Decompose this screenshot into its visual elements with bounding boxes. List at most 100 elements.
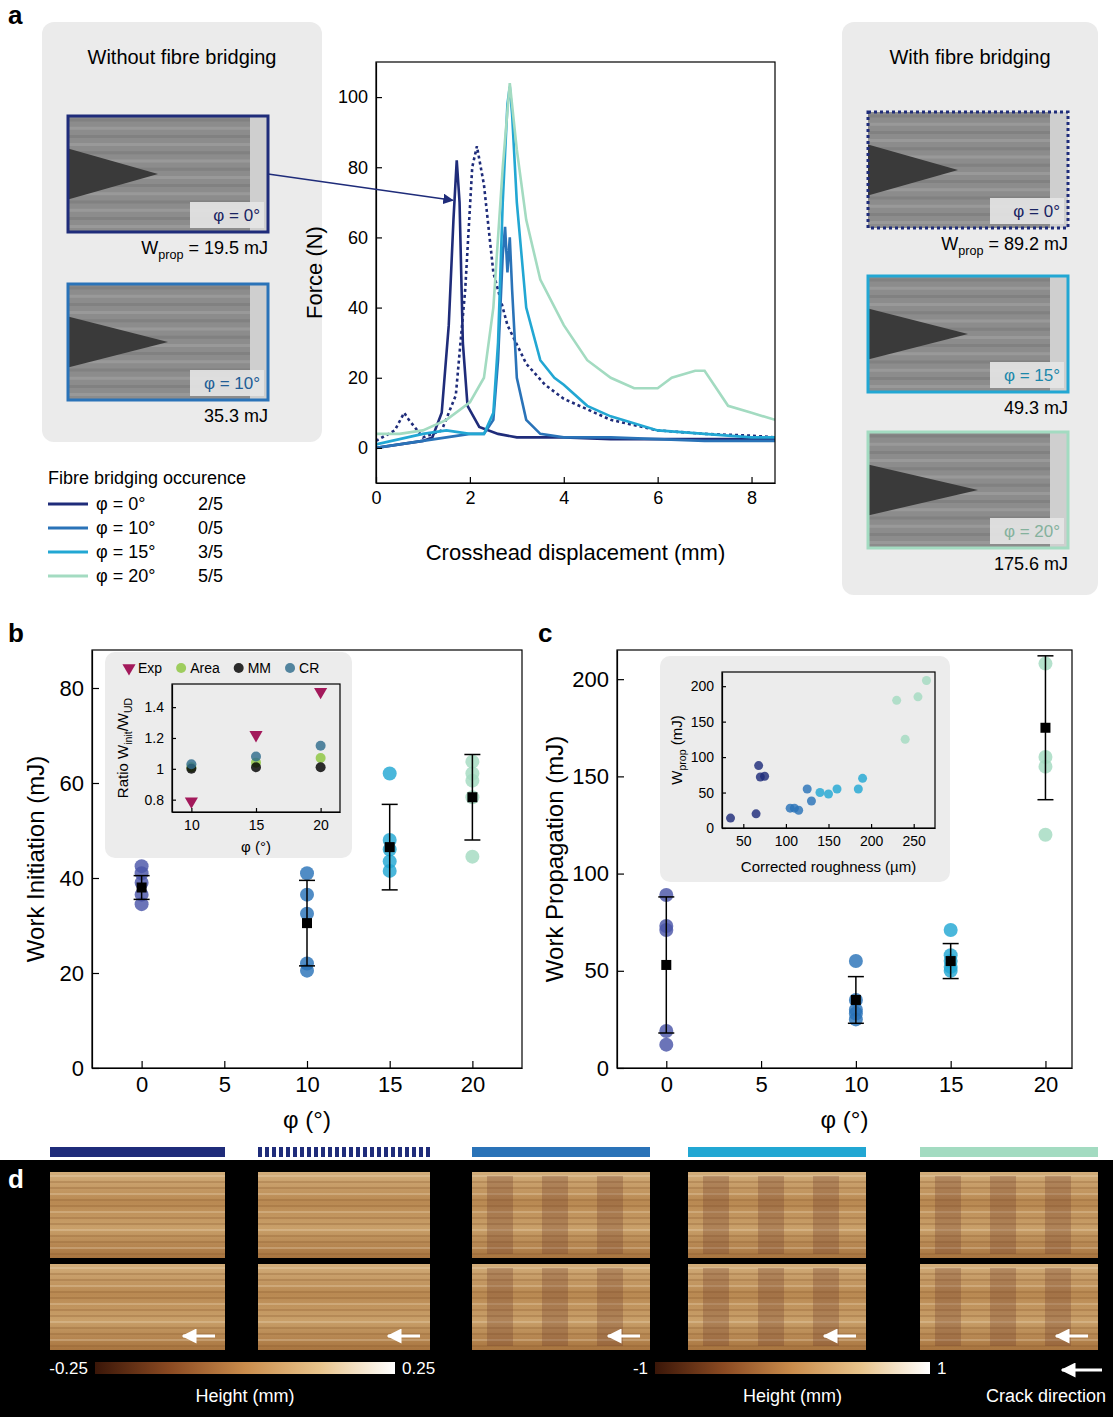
marker-square [1040,723,1050,733]
subscript: prop [676,749,688,770]
tick: 50 [585,958,624,983]
group-background [42,22,322,442]
tick: 0 [597,1056,624,1081]
tick-label: 15 [378,1072,402,1097]
tick-mark [666,1061,667,1068]
image-group: Without fibre bridgingφ = 0°Wprop = 19.5… [42,22,322,442]
axis-line [173,812,341,813]
tick-mark [191,808,192,812]
marker-circle [901,735,910,744]
tick: 4 [559,477,569,508]
micrograph-frame [68,116,268,232]
tick-mark [376,448,382,449]
texture [868,279,1068,282]
tick-mark [761,1061,762,1068]
axis-title: φ (°) [283,1106,331,1133]
texture [813,1268,839,1346]
axis-line [617,651,618,1069]
surface-scan [50,1172,225,1258]
legend-label: 0/5 [198,518,223,538]
legend-label: MM [248,660,271,676]
texture [868,303,1068,306]
tick-mark [92,783,99,784]
marks [726,676,931,823]
tick-mark [142,1061,143,1068]
surface-placeholder [688,1172,866,1258]
texture [50,1321,225,1322]
surface-scan [688,1264,866,1350]
tick-mark [871,824,872,828]
tick-label: 40 [60,866,84,891]
text-part: = 19.5 mJ [183,238,268,258]
tick-label: 0 [371,488,381,508]
marker-circle [815,788,824,797]
tick-mark [172,800,176,801]
texture [258,1181,430,1182]
texture [597,1268,623,1346]
texture [50,1217,225,1218]
tick: 20 [1034,1061,1058,1097]
tick-label: 80 [348,158,368,178]
tick-mark [307,1061,308,1068]
error-bar [943,944,959,979]
tick-mark [376,97,382,98]
x-axis: 101520 [173,808,341,833]
tick-mark [470,477,471,483]
plot-frame [92,650,522,1068]
texture [50,1211,225,1212]
panel-label: c [538,618,552,648]
surface-scan [258,1172,430,1258]
marker-square [467,792,477,802]
texture [258,1279,430,1280]
legend-label: CR [299,660,319,676]
texture [868,459,1068,462]
tick: 15 [939,1061,963,1097]
tick-label: 250 [903,833,927,849]
surface-scan [258,1264,430,1350]
marker-circle [858,774,867,783]
tick: 15 [249,808,265,833]
texture [68,119,268,122]
texture [50,1327,225,1328]
micrograph-placeholder [68,116,268,232]
texture [1045,1176,1071,1254]
marker-circle [854,785,863,794]
texture [868,467,1068,470]
x-axis: 02468 [371,477,775,508]
marker-square [385,842,395,852]
texture [597,1176,623,1254]
marker-circle [807,797,816,806]
chart: 02468020406080100 [338,62,776,508]
marker-square [851,995,861,1005]
tick-mark [722,722,726,723]
tick: 0 [136,1061,148,1097]
tick: 80 [348,158,382,178]
colorbar-tick-label: 0.25 [402,1359,435,1378]
texture [868,443,1068,446]
panel-label: d [8,1164,24,1194]
texture [258,1253,430,1254]
error-cap [134,899,150,901]
texture [258,1267,430,1268]
plot-frame [376,62,775,483]
tick-label: 4 [559,488,569,508]
micrograph-placeholder [868,112,1068,228]
chart: 05101520050100150200 [572,650,1072,1097]
panel-background [0,1160,1113,1417]
tick-mark [376,378,382,379]
tick-label: 5 [755,1072,767,1097]
marker-circle [892,696,901,705]
micrograph-frame [868,112,1068,228]
angle-label: φ = 0° [213,206,260,225]
data-line [376,160,775,448]
tick-label: 0 [661,1072,673,1097]
chart: 50100150200250050100150200 [691,672,936,849]
tick-mark [172,769,176,770]
texture [703,1176,729,1254]
tick: 100 [691,749,726,765]
plot-frame [172,684,340,812]
crack-arrow [1056,1335,1088,1338]
micrograph-frame [868,276,1068,392]
texture [50,1181,225,1182]
tick: 150 [691,714,726,730]
